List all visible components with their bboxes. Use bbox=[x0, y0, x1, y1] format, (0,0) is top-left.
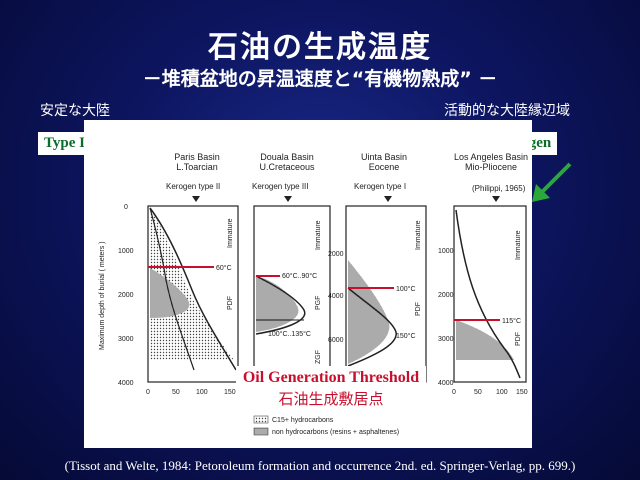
page-title: 石油の生成温度 bbox=[208, 30, 432, 65]
panel1-dotted-area bbox=[150, 208, 234, 360]
figure-drawing: Maximum depth of burial ( meters ) 60°C … bbox=[99, 196, 528, 436]
p4-x-tick-1: 50 bbox=[474, 389, 482, 396]
y-tick-4: 4000 bbox=[118, 380, 134, 387]
p4-x-tick-2: 100 bbox=[496, 389, 508, 396]
legend-item-2: non hydrocarbons (resins + asphaltenes) bbox=[272, 429, 399, 436]
y-tick-0: 0 bbox=[124, 204, 128, 211]
p2-pgf-label: PGF bbox=[315, 296, 322, 310]
panel2-age: U.Cretaceous bbox=[259, 162, 315, 172]
panel4-age: Mio-Pliocene bbox=[464, 162, 518, 172]
panel1-curve2 bbox=[149, 207, 195, 371]
legend-swatch-1 bbox=[253, 415, 269, 424]
p4-x-tick-3: 150 bbox=[516, 389, 528, 396]
p3-y-tick-0: 2000 bbox=[328, 251, 344, 258]
right-tag: 活動的な大陸縁辺域 bbox=[444, 103, 570, 119]
left-tag: 安定な大陸 bbox=[40, 103, 110, 119]
p4-immature-label: Immature bbox=[515, 230, 522, 260]
panel1-basin: Paris Basin bbox=[174, 152, 220, 162]
p3-pdf-label: PDF bbox=[415, 302, 422, 316]
legend-item-1: C15+ hydrocarbons bbox=[272, 417, 334, 424]
panel1-curve bbox=[149, 207, 237, 371]
panel2-kerogen: Kerogen type III bbox=[252, 182, 309, 191]
panel3-title: Uinta Basin Eocene bbox=[344, 152, 424, 172]
p2-immature-label: Immature bbox=[315, 220, 322, 250]
panel1-temp: 60°C bbox=[216, 264, 232, 272]
p4-y-tick-4: 4000 bbox=[438, 380, 454, 387]
legend-swatch-2 bbox=[253, 427, 269, 436]
panel3-age: Eocene bbox=[368, 162, 400, 172]
panel4-grey-area bbox=[456, 320, 514, 360]
panel3-temp: 100°C bbox=[396, 285, 416, 293]
panel4-title: Los Angeles Basin Mio-Pliocene bbox=[444, 152, 538, 172]
p4-y-tick-3: 3000 bbox=[438, 336, 454, 343]
panel2-title: Douala Basin U.Cretaceous bbox=[244, 152, 330, 172]
citation: (Tissot and Welte, 1984: Petoroleum form… bbox=[64, 458, 576, 473]
page-subtitle: －堆積盆地の昇温速度と“有機物熟成” － bbox=[142, 68, 498, 90]
p3-y-tick-1: 4000 bbox=[328, 293, 344, 300]
p4-pdf-label: PDF bbox=[515, 332, 522, 346]
panel2-marker-icon bbox=[284, 196, 292, 202]
y-axis-label: Maximum depth of burial ( meters ) bbox=[99, 241, 106, 350]
p3-y-tick-2: 6000 bbox=[328, 337, 344, 344]
panel3-temp2: 150°C bbox=[396, 332, 416, 340]
x-tick-3: 150 bbox=[224, 389, 236, 396]
panel3-basin: Uinta Basin bbox=[360, 152, 408, 162]
threshold-en: Oil Generation Threshold bbox=[242, 369, 420, 386]
panel1-title: Paris Basin L.Toarcian bbox=[152, 152, 242, 172]
p2-zgf-label: ZGF bbox=[315, 350, 322, 364]
x-tick-2: 100 bbox=[196, 389, 208, 396]
panel2-temp: 60°C..90°C bbox=[282, 272, 317, 280]
y-tick-3: 3000 bbox=[118, 336, 134, 343]
panel2-temp2: 100°C..135°C bbox=[268, 330, 311, 338]
p3-immature-label: Immature bbox=[415, 220, 422, 250]
panel4-marker-icon bbox=[492, 196, 500, 202]
panel2-basin: Douala Basin bbox=[260, 152, 314, 162]
panel3-kerogen: Kerogen type I bbox=[354, 182, 407, 191]
panel1-marker-icon bbox=[192, 196, 200, 202]
panel1-grey-area bbox=[150, 268, 190, 318]
panel3-marker-icon bbox=[384, 196, 392, 202]
panel4-kerogen: (Philippi, 1965) bbox=[472, 184, 526, 193]
p4-y-tick-1: 1000 bbox=[438, 248, 454, 255]
p1-pdf-label: PDF bbox=[227, 296, 234, 310]
threshold-jp: 石油生成敷居点 bbox=[278, 390, 384, 408]
panel2-curve bbox=[255, 275, 306, 335]
p1-immature-label: Immature bbox=[227, 218, 234, 248]
p4-y-tick-2: 2000 bbox=[438, 292, 454, 299]
y-tick-2: 2000 bbox=[118, 292, 134, 299]
right-arrow-icon bbox=[532, 162, 572, 202]
p4-x-tick-0: 0 bbox=[452, 389, 456, 396]
panel1-age: L.Toarcian bbox=[176, 162, 218, 172]
x-tick-0: 0 bbox=[146, 389, 150, 396]
panel3-grey-area bbox=[348, 260, 390, 364]
y-tick-1: 1000 bbox=[118, 248, 134, 255]
threshold-callout: Oil Generation Threshold 石油生成敷居点 bbox=[236, 366, 426, 410]
panel4-frame bbox=[453, 205, 527, 383]
panel1-frame bbox=[147, 205, 239, 383]
panel2-grey-area bbox=[256, 276, 299, 332]
panel4-basin: Los Angeles Basin bbox=[453, 152, 529, 162]
panel3-curve bbox=[347, 287, 397, 367]
panel4-curve bbox=[455, 209, 521, 379]
panel4-temp: 115°C bbox=[502, 317, 521, 325]
panel1-kerogen: Kerogen type II bbox=[166, 182, 221, 191]
x-tick-1: 50 bbox=[172, 389, 180, 396]
